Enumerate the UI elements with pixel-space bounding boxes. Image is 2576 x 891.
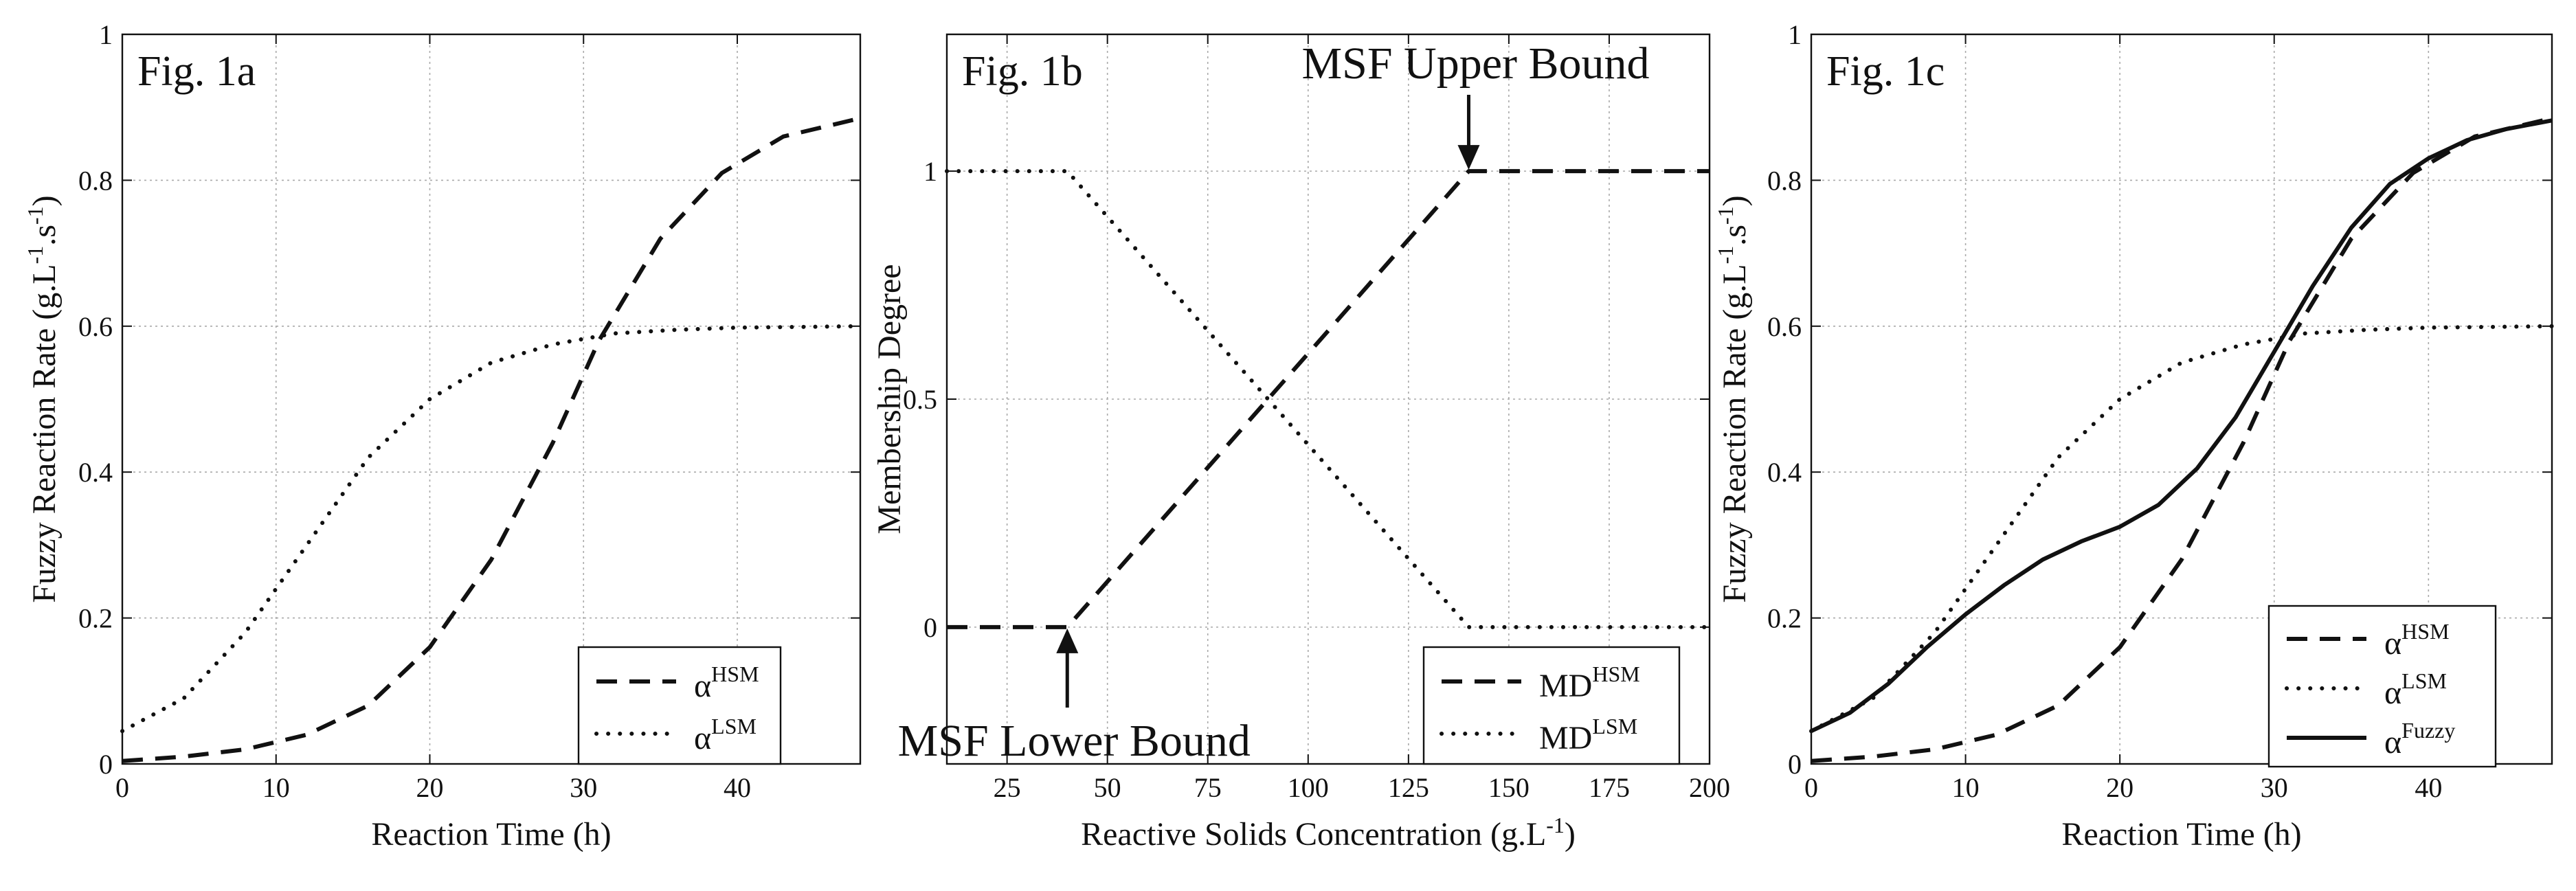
chart-panel-1: 0 10 20 30 40 0 0.2 0.4 0.6 0.8 1 Reaction Time (h)… bbox=[23, 19, 862, 853]
legend-box bbox=[577, 646, 782, 765]
legend-entry-sup: LSM bbox=[2401, 668, 2447, 693]
chart-panel-2: 25 50 75 100 125 150 175 200 0 0.5 1 Reactive Solid… bbox=[871, 33, 1730, 853]
y-axis-units-sup: -1 bbox=[23, 246, 47, 264]
plot-frame bbox=[1810, 33, 2553, 765]
series-line-hsm bbox=[1811, 116, 2553, 763]
x-axis-title: Reaction Time (h) bbox=[371, 816, 611, 853]
x-tick-label: 20 bbox=[416, 772, 444, 803]
y-tick-label: 1 bbox=[1788, 19, 1802, 50]
x-tick-label: 30 bbox=[2261, 772, 2288, 803]
legend-entry-sup: HSM bbox=[1592, 662, 1639, 686]
legend-entry-hsm: αHSM bbox=[694, 662, 759, 704]
y-axis-units: ) bbox=[1716, 195, 1753, 206]
legend-entry-sup: HSM bbox=[711, 662, 759, 686]
y-axis-title: Membership Degree bbox=[871, 264, 908, 534]
y-axis-units-sup: -1 bbox=[1713, 206, 1738, 225]
y-axis-units-sup: -1 bbox=[1713, 246, 1738, 264]
series-line-fuzzy bbox=[1810, 118, 2553, 733]
y-tick-label: 0.4 bbox=[78, 457, 113, 488]
legend-entry-name: α bbox=[694, 668, 711, 704]
annotation-lower-bound: MSF Lower Bound bbox=[898, 716, 1251, 766]
y-tick-label: 0 bbox=[923, 612, 937, 643]
x-tick-label: 50 bbox=[1094, 772, 1121, 803]
legend-entry-fuzzy: αFuzzy bbox=[2384, 718, 2455, 760]
legend-entry-name: MD bbox=[1539, 668, 1592, 704]
y-tick-label: 0.6 bbox=[1767, 311, 1802, 342]
legend-box bbox=[1422, 646, 1681, 765]
x-axis-title: Reaction Time (h) bbox=[2061, 816, 2301, 853]
legend-entry-lsm: αLSM bbox=[2384, 668, 2447, 711]
y-tick-label: 0.2 bbox=[1767, 603, 1802, 634]
y-tick-label: 0.8 bbox=[1767, 165, 1802, 196]
legend-entry-name: α bbox=[2384, 724, 2401, 760]
annotation-arrow-head bbox=[1457, 145, 1480, 170]
x-tick-label: 10 bbox=[262, 772, 290, 803]
x-tick-label: 0 bbox=[115, 772, 129, 803]
x-axis-units-sup: -1 bbox=[1546, 813, 1565, 837]
x-tick-label: 125 bbox=[1388, 772, 1429, 803]
x-tick-label: 10 bbox=[1952, 772, 1980, 803]
x-tick-label: 0 bbox=[1804, 772, 1818, 803]
y-axis-title: Fuzzy Reaction Rate (g.L-1.s-1) bbox=[23, 195, 63, 602]
panel-label: Fig. 1b bbox=[962, 48, 1083, 95]
x-tick-label: 75 bbox=[1194, 772, 1222, 803]
x-axis-units: ) bbox=[1565, 816, 1576, 853]
x-tick-label: 150 bbox=[1488, 772, 1530, 803]
legend-entry-lsm: αLSM bbox=[694, 714, 757, 756]
series-line-lsm bbox=[120, 324, 862, 734]
x-tick-label: 200 bbox=[1689, 772, 1730, 803]
panel-label: Fig. 1a bbox=[137, 48, 256, 95]
y-tick-label: 1 bbox=[923, 156, 937, 187]
legend-entry-name: α bbox=[2384, 675, 2401, 711]
y-tick-label: 0.8 bbox=[78, 165, 113, 196]
legend-entry-name: MD bbox=[1539, 720, 1592, 756]
y-tick-label: 0.4 bbox=[1767, 457, 1802, 488]
x-axis-title: Reactive Solids Concentration (g.L-1) bbox=[1081, 813, 1576, 853]
y-tick-label: 1 bbox=[99, 19, 113, 50]
y-axis-title: Fuzzy Reaction Rate (g.L-1.s-1) bbox=[1713, 195, 1753, 602]
y-tick-label: 0.6 bbox=[78, 311, 113, 342]
series-line-lsm bbox=[945, 169, 1712, 629]
legend-entry-hsm: αHSM bbox=[2384, 619, 2450, 662]
y-tick-label: 0 bbox=[1788, 749, 1802, 780]
x-tick-label: 25 bbox=[994, 772, 1021, 803]
legend-entry-sup: HSM bbox=[2401, 619, 2449, 644]
y-tick-label: 0 bbox=[99, 749, 113, 780]
annotation-upper-bound: MSF Upper Bound bbox=[1301, 38, 1649, 89]
y-axis-units: (g.L bbox=[26, 264, 63, 328]
plot-frame bbox=[121, 33, 862, 765]
x-tick-label: 40 bbox=[2415, 772, 2442, 803]
y-axis-units: ) bbox=[26, 195, 63, 206]
y-axis-units: .s bbox=[26, 225, 63, 246]
y-axis-units: .s bbox=[1716, 225, 1753, 246]
x-axis-units: (g.L bbox=[1482, 816, 1546, 853]
y-axis-units-sup: -1 bbox=[23, 206, 47, 225]
legend-entry-lsm: MDLSM bbox=[1539, 714, 1637, 756]
y-axis-units: (g.L bbox=[1716, 264, 1753, 328]
series-line-hsm bbox=[122, 116, 861, 763]
chart-panel-3: 0 10 20 30 40 0 0.2 0.4 0.6 0.8 1 Reaction Time (h)… bbox=[1713, 19, 2554, 853]
y-tick-label: 0.2 bbox=[78, 603, 113, 634]
legend-box bbox=[2267, 605, 2497, 768]
annotation-arrow-head bbox=[1056, 628, 1079, 653]
legend-entry-sup: Fuzzy bbox=[2401, 718, 2455, 743]
legend-entry-name: α bbox=[694, 720, 711, 756]
y-tick-label: 0.5 bbox=[903, 384, 937, 415]
legend-entry-hsm: MDHSM bbox=[1539, 662, 1640, 704]
panel-label: Fig. 1c bbox=[1826, 48, 1945, 95]
legend-entry-sup: LSM bbox=[711, 714, 757, 738]
x-tick-label: 30 bbox=[570, 772, 597, 803]
x-tick-label: 175 bbox=[1589, 772, 1630, 803]
x-tick-label: 20 bbox=[2106, 772, 2133, 803]
x-tick-label: 100 bbox=[1288, 772, 1329, 803]
x-tick-label: 40 bbox=[724, 772, 751, 803]
legend-entry-sup: LSM bbox=[1592, 714, 1637, 738]
legend-entry-name: α bbox=[2384, 625, 2401, 662]
